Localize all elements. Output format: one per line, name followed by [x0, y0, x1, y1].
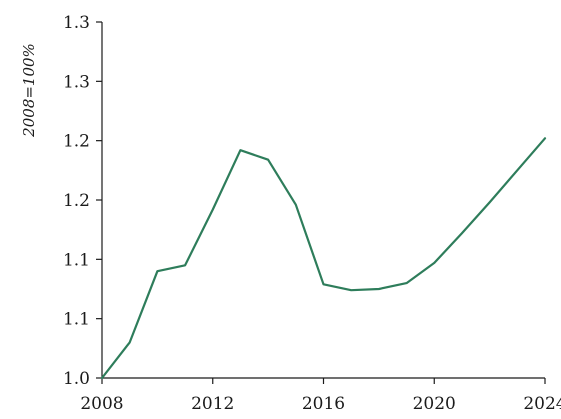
- x-tick-label: 2020: [413, 394, 456, 414]
- y-tick-label: 1.3: [63, 72, 90, 92]
- y-tick-label: 1.1: [63, 310, 90, 330]
- x-tick-label: 2024: [523, 394, 561, 414]
- series-line: [100, 137, 547, 380]
- x-tick-label: 2012: [191, 394, 234, 414]
- y-tick-label: 1.3: [63, 13, 90, 33]
- chart-axes: [101, 22, 545, 379]
- y-tick-label: 1.1: [63, 250, 90, 270]
- x-tick-label: 2008: [80, 394, 123, 414]
- y-tick-label: 1.2: [63, 191, 90, 211]
- x-tick-label: 2016: [302, 394, 345, 414]
- y-axis-title: 2008=100%: [20, 43, 38, 138]
- chart-ticks: 1.0 1.1 1.1 1.2 1.2 1.3 1.3 2008 2012 2016 2020 202…: [63, 13, 561, 414]
- chart-series: [100, 137, 547, 380]
- y-tick-label: 1.2: [63, 132, 90, 152]
- y-tick-label: 1.0: [63, 369, 90, 389]
